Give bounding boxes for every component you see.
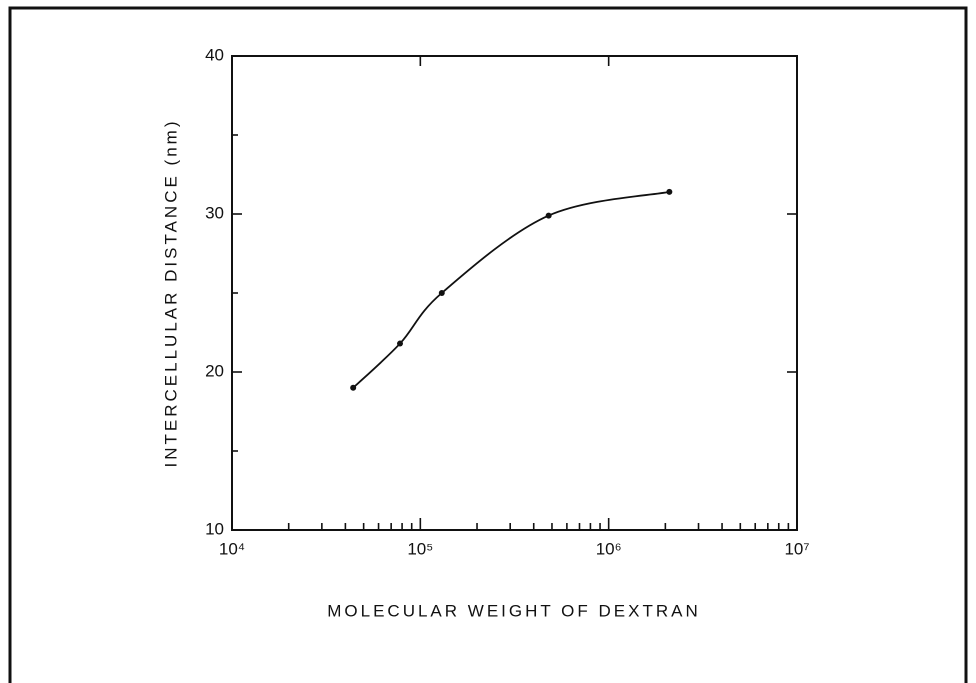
y-tick-label: 10	[205, 519, 224, 538]
data-point	[438, 290, 445, 296]
data-line	[352, 190, 670, 389]
x-tick-label: 10⁶	[596, 539, 622, 558]
x-tick-label: 10⁷	[784, 539, 809, 558]
y-tick-label: 40	[205, 45, 224, 64]
data-point	[666, 188, 673, 195]
x-tick-label: 10⁵	[407, 539, 433, 558]
x-tick-label: 10⁴	[219, 539, 245, 558]
y-tick-label: 20	[205, 361, 224, 380]
data-point	[397, 340, 404, 347]
x-axis-label: MOLECULAR WEIGHT OF DEXTRAN	[327, 601, 701, 620]
data-point	[545, 212, 552, 219]
frame	[8, 6, 968, 683]
y-tick-label: 30	[205, 203, 224, 222]
y-axis-label: INTERCELLULAR DISTANCE (nm)	[161, 119, 180, 468]
data-point	[350, 384, 357, 391]
plot-area	[231, 55, 798, 531]
